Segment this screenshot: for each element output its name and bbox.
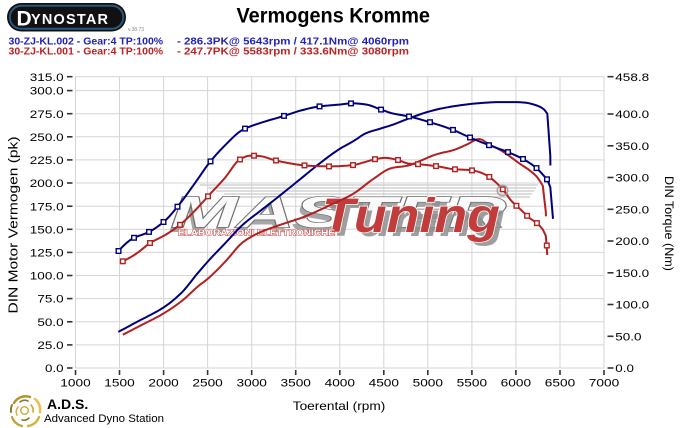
svg-text:25.0: 25.0: [37, 340, 63, 352]
svg-text:100.0: 100.0: [30, 271, 64, 283]
svg-text:30-ZJ-KL.002 - Gear:4 TP:100%: 30-ZJ-KL.002 - Gear:4 TP:100%: [9, 36, 164, 48]
svg-text:4500: 4500: [369, 378, 399, 390]
svg-text:125.0: 125.0: [30, 248, 64, 260]
svg-text:- 247.7PK@ 5583rpm / 333.6Nm@: - 247.7PK@ 5583rpm / 333.6Nm@ 3080rpm: [177, 46, 409, 58]
svg-text:Tuning: Tuning: [322, 190, 500, 243]
svg-text:D: D: [17, 8, 32, 31]
svg-text:100.0: 100.0: [615, 300, 649, 312]
svg-text:7000: 7000: [589, 378, 619, 390]
svg-text:150.0: 150.0: [30, 224, 64, 236]
svg-text:6500: 6500: [545, 378, 575, 390]
svg-text:250.0: 250.0: [615, 204, 649, 216]
svg-text:75.0: 75.0: [37, 294, 63, 306]
svg-text:50.0: 50.0: [615, 331, 641, 343]
svg-text:300.0: 300.0: [30, 86, 64, 98]
svg-text:Toerental (rpm): Toerental (rpm): [293, 399, 386, 413]
svg-text:- 286.3PK@ 5643rpm / 417.1Nm@: - 286.3PK@ 5643rpm / 417.1Nm@ 4060rpm: [177, 36, 409, 48]
svg-text:Advanced Dyno Station: Advanced Dyno Station: [44, 413, 164, 425]
svg-text:175.0: 175.0: [30, 201, 64, 213]
svg-text:0.0: 0.0: [615, 363, 634, 375]
svg-text:5000: 5000: [413, 378, 443, 390]
svg-text:6000: 6000: [501, 378, 531, 390]
svg-text:4000: 4000: [325, 378, 355, 390]
svg-text:315.0: 315.0: [30, 72, 64, 84]
svg-text:Tuning: Tuning: [327, 194, 505, 247]
svg-text:3000: 3000: [237, 378, 267, 390]
svg-text:0.0: 0.0: [45, 363, 64, 375]
svg-text:300.0: 300.0: [615, 173, 649, 185]
svg-text:2500: 2500: [192, 378, 222, 390]
svg-text:350.0: 350.0: [615, 141, 649, 153]
svg-text:MASTER: MASTER: [168, 193, 503, 242]
svg-text:v.38.73: v.38.73: [128, 27, 144, 33]
svg-text:A.D.S.: A.D.S.: [47, 396, 88, 412]
svg-text:MASTER: MASTER: [171, 188, 506, 237]
svg-text:5500: 5500: [457, 378, 487, 390]
svg-text:50.0: 50.0: [37, 317, 63, 329]
svg-text:225.0: 225.0: [30, 155, 64, 167]
svg-text:30-ZJ-KL.001 - Gear:4 TP:100%: 30-ZJ-KL.001 - Gear:4 TP:100%: [9, 46, 164, 58]
svg-text:458.8: 458.8: [615, 72, 649, 84]
svg-text:200.0: 200.0: [30, 178, 64, 190]
svg-text:1000: 1000: [60, 378, 90, 390]
svg-text:150.0: 150.0: [615, 268, 649, 280]
svg-text:200.0: 200.0: [615, 236, 649, 248]
svg-text:3500: 3500: [281, 378, 311, 390]
svg-text:2000: 2000: [148, 378, 178, 390]
svg-text:1500: 1500: [104, 378, 134, 390]
svg-text:400.0: 400.0: [615, 109, 649, 121]
svg-text:Vermogens Kromme: Vermogens Kromme: [237, 5, 431, 28]
svg-text:YNOSTAR: YNOSTAR: [31, 12, 109, 28]
svg-text:250.0: 250.0: [30, 132, 64, 144]
svg-text:275.0: 275.0: [30, 109, 64, 121]
svg-text:DIN Motor Vermogen (pk): DIN Motor Vermogen (pk): [6, 137, 21, 314]
svg-text:DIN Torque (Nm): DIN Torque (Nm): [662, 176, 676, 271]
